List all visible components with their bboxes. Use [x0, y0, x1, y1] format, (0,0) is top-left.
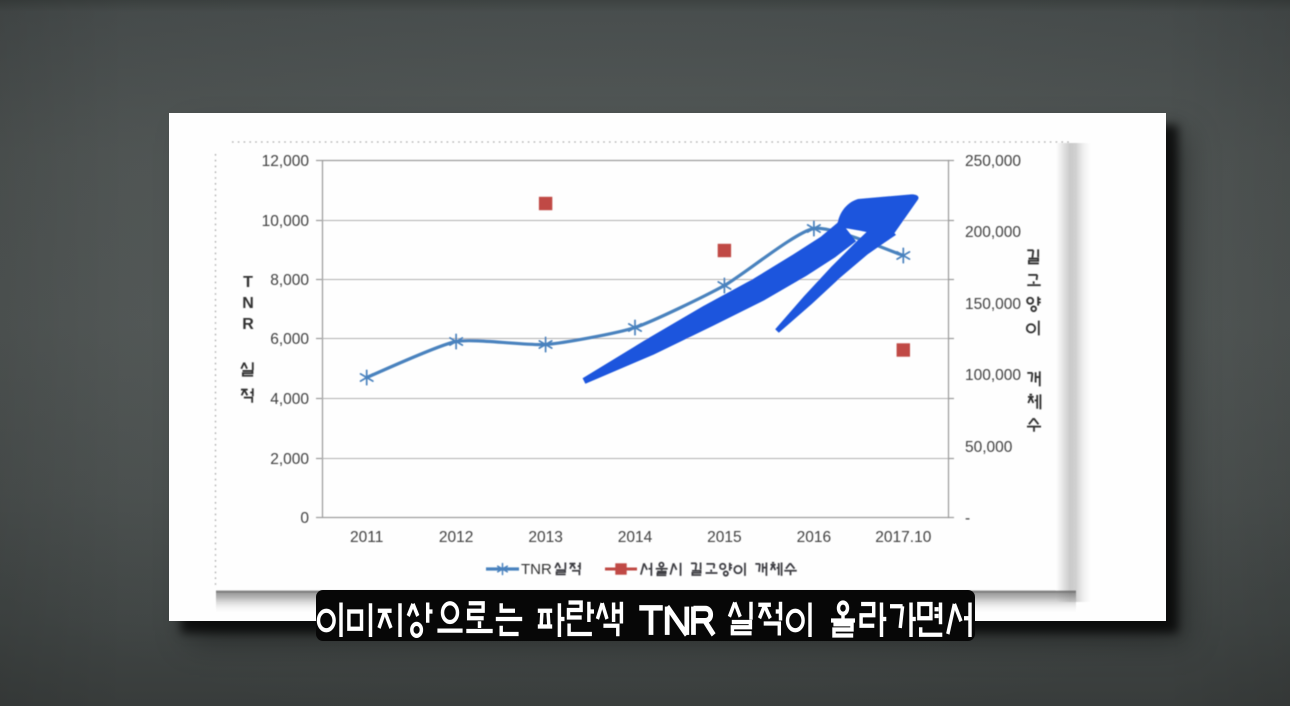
- svg-text:2014: 2014: [618, 529, 653, 546]
- svg-text:2011: 2011: [350, 529, 383, 546]
- svg-text:N: N: [242, 295, 254, 312]
- svg-text:2,000: 2,000: [270, 451, 309, 468]
- svg-text:R: R: [242, 316, 254, 333]
- svg-text:TNR: TNR: [521, 561, 552, 578]
- svg-text:4,000: 4,000: [270, 391, 309, 408]
- svg-text:T: T: [243, 274, 253, 291]
- svg-text:2012: 2012: [439, 529, 473, 546]
- svg-text:2016: 2016: [797, 529, 831, 546]
- svg-text:-: -: [965, 510, 970, 527]
- svg-text:50,000: 50,000: [965, 439, 1013, 456]
- svg-text:2017.10: 2017.10: [875, 529, 931, 546]
- svg-text:200,000: 200,000: [965, 224, 1021, 241]
- svg-text:100,000: 100,000: [965, 367, 1021, 384]
- svg-text:2013: 2013: [528, 529, 562, 546]
- svg-text:6,000: 6,000: [270, 331, 309, 348]
- svg-text:8,000: 8,000: [270, 272, 309, 289]
- svg-text:10,000: 10,000: [262, 213, 310, 230]
- svg-text:150,000: 150,000: [965, 296, 1021, 313]
- svg-text:2015: 2015: [707, 529, 741, 546]
- svg-text:250,000: 250,000: [965, 153, 1021, 170]
- svg-text:0: 0: [300, 510, 309, 527]
- svg-text:12,000: 12,000: [262, 153, 310, 170]
